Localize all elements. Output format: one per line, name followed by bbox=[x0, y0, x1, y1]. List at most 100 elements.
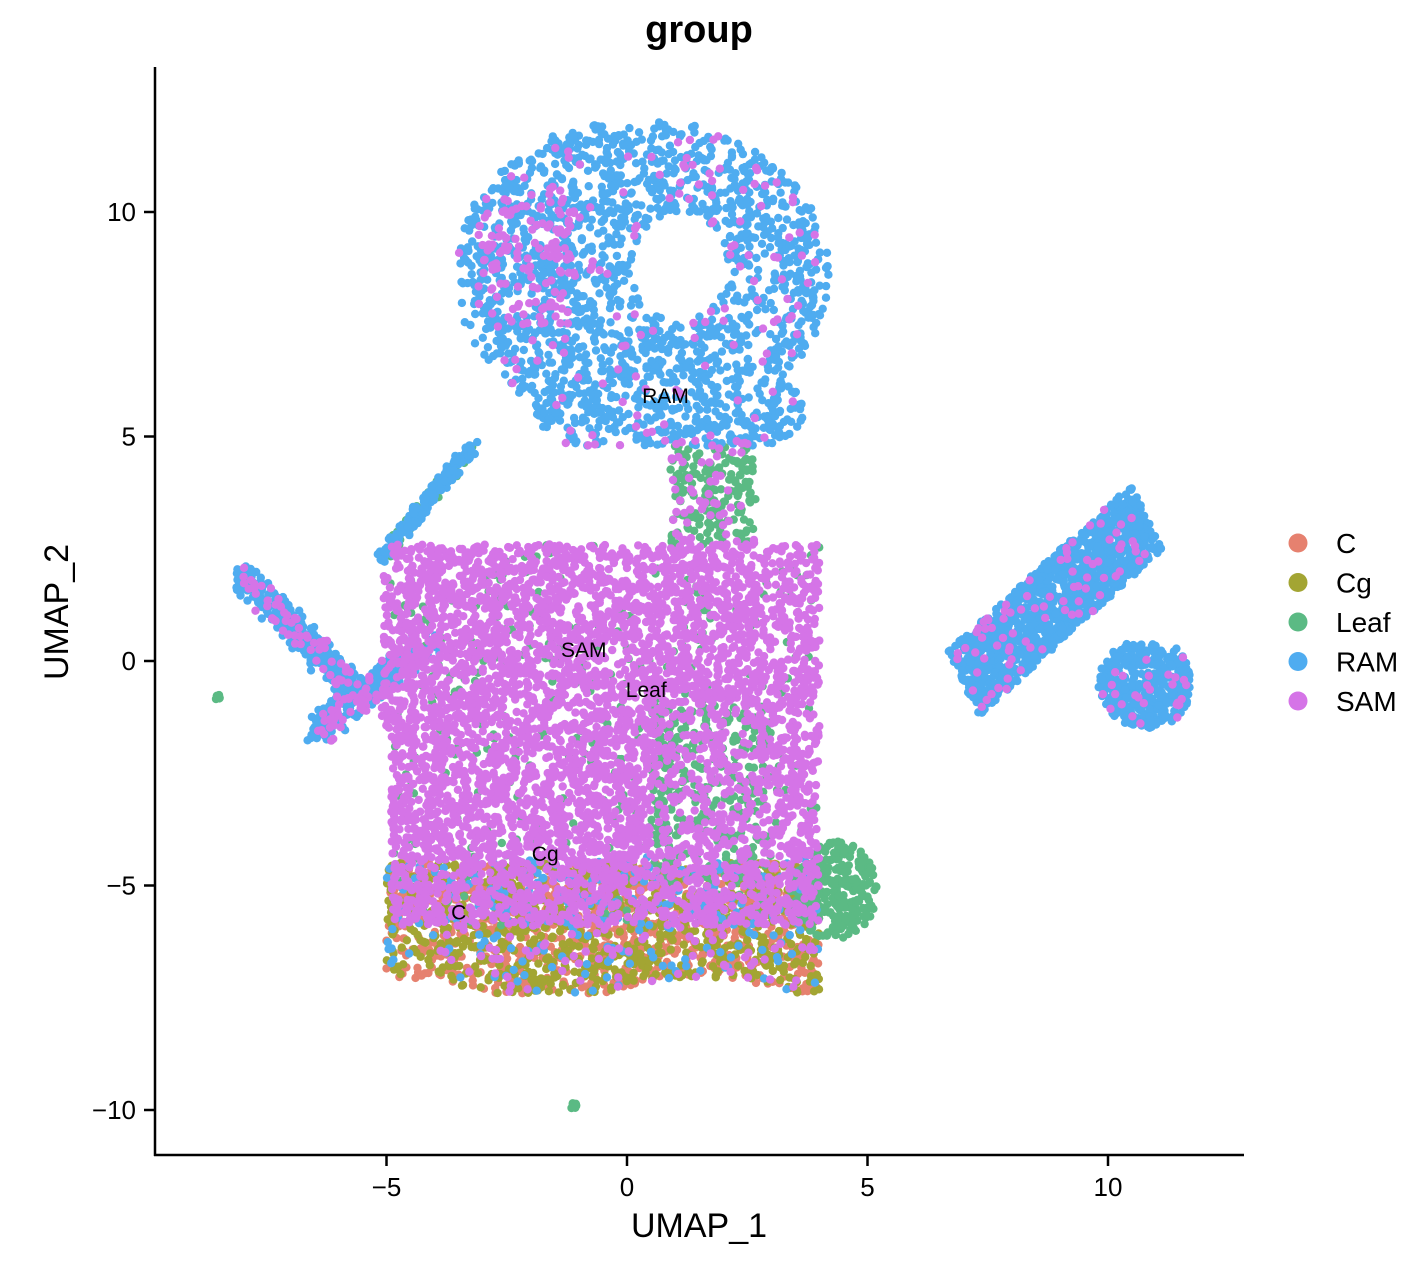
point bbox=[621, 199, 630, 208]
point bbox=[721, 403, 731, 412]
point bbox=[686, 424, 695, 433]
point bbox=[734, 296, 743, 306]
point bbox=[605, 262, 614, 271]
point bbox=[779, 261, 788, 270]
point bbox=[735, 194, 744, 203]
point bbox=[837, 921, 846, 930]
point bbox=[778, 201, 787, 210]
point bbox=[822, 887, 832, 897]
point bbox=[725, 219, 734, 228]
point bbox=[629, 976, 638, 985]
point bbox=[655, 212, 664, 221]
point bbox=[551, 136, 560, 145]
point bbox=[825, 838, 834, 848]
point bbox=[602, 157, 611, 166]
point bbox=[630, 283, 639, 293]
point bbox=[573, 144, 582, 153]
point bbox=[658, 357, 667, 367]
point bbox=[614, 131, 623, 140]
point bbox=[681, 412, 690, 421]
point bbox=[609, 208, 618, 218]
point bbox=[558, 980, 568, 989]
point bbox=[690, 204, 699, 213]
point bbox=[577, 418, 586, 427]
point bbox=[776, 188, 785, 197]
point bbox=[608, 187, 618, 196]
point bbox=[692, 392, 701, 401]
point bbox=[417, 971, 426, 980]
point bbox=[665, 368, 674, 378]
point bbox=[604, 424, 614, 434]
point bbox=[770, 396, 780, 405]
point bbox=[594, 139, 604, 149]
point bbox=[601, 345, 610, 354]
point bbox=[642, 313, 651, 323]
point bbox=[660, 181, 669, 190]
point bbox=[654, 118, 664, 127]
point bbox=[426, 949, 435, 958]
point bbox=[594, 389, 603, 398]
point bbox=[639, 972, 648, 981]
point bbox=[480, 305, 490, 315]
point bbox=[526, 385, 536, 394]
point bbox=[671, 165, 680, 175]
point bbox=[569, 941, 578, 950]
point bbox=[657, 344, 667, 354]
point bbox=[713, 967, 723, 976]
point bbox=[783, 361, 793, 370]
point bbox=[534, 959, 543, 968]
point bbox=[800, 968, 810, 977]
point bbox=[703, 405, 712, 414]
point bbox=[753, 265, 763, 275]
point bbox=[748, 524, 758, 534]
point bbox=[425, 961, 434, 970]
point bbox=[627, 250, 636, 259]
point bbox=[585, 223, 595, 232]
point bbox=[831, 865, 841, 874]
point bbox=[702, 414, 712, 424]
point bbox=[695, 533, 705, 542]
point bbox=[595, 289, 604, 298]
point bbox=[807, 300, 817, 310]
point bbox=[612, 229, 621, 239]
point bbox=[606, 299, 616, 308]
point bbox=[558, 940, 567, 949]
point bbox=[584, 408, 593, 417]
point bbox=[713, 357, 723, 366]
point bbox=[673, 341, 682, 350]
point bbox=[744, 261, 754, 270]
point bbox=[573, 293, 583, 302]
point bbox=[591, 278, 600, 287]
point bbox=[563, 400, 572, 409]
point bbox=[598, 251, 607, 260]
point bbox=[483, 343, 493, 352]
point bbox=[827, 879, 837, 889]
point bbox=[621, 973, 631, 982]
point bbox=[643, 372, 652, 381]
point bbox=[872, 882, 881, 892]
point bbox=[646, 136, 656, 145]
point bbox=[494, 184, 503, 193]
point bbox=[864, 896, 874, 905]
point bbox=[778, 282, 787, 291]
point bbox=[740, 167, 749, 176]
point bbox=[628, 349, 637, 359]
point bbox=[594, 422, 603, 432]
point bbox=[460, 318, 469, 327]
point bbox=[584, 399, 593, 408]
point bbox=[510, 344, 520, 354]
point bbox=[666, 945, 675, 954]
point bbox=[778, 223, 787, 233]
point bbox=[738, 366, 747, 375]
point bbox=[724, 390, 734, 399]
point bbox=[470, 339, 480, 348]
point bbox=[760, 937, 769, 947]
point bbox=[795, 206, 804, 215]
point bbox=[822, 855, 831, 864]
point bbox=[696, 340, 706, 349]
point bbox=[447, 971, 456, 981]
point bbox=[544, 385, 553, 394]
point bbox=[577, 234, 587, 243]
point bbox=[790, 388, 799, 398]
point bbox=[539, 422, 548, 431]
